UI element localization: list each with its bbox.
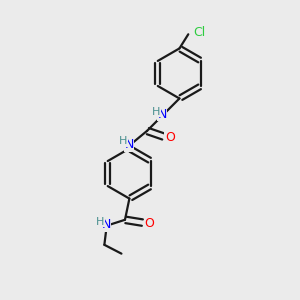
Text: N: N bbox=[124, 138, 134, 151]
Text: N: N bbox=[158, 108, 167, 121]
Text: H: H bbox=[152, 107, 161, 117]
Text: N: N bbox=[101, 218, 111, 231]
Text: H: H bbox=[96, 217, 105, 226]
Text: O: O bbox=[144, 217, 154, 230]
Text: H: H bbox=[119, 136, 128, 146]
Text: O: O bbox=[165, 131, 175, 144]
Text: Cl: Cl bbox=[194, 26, 206, 39]
